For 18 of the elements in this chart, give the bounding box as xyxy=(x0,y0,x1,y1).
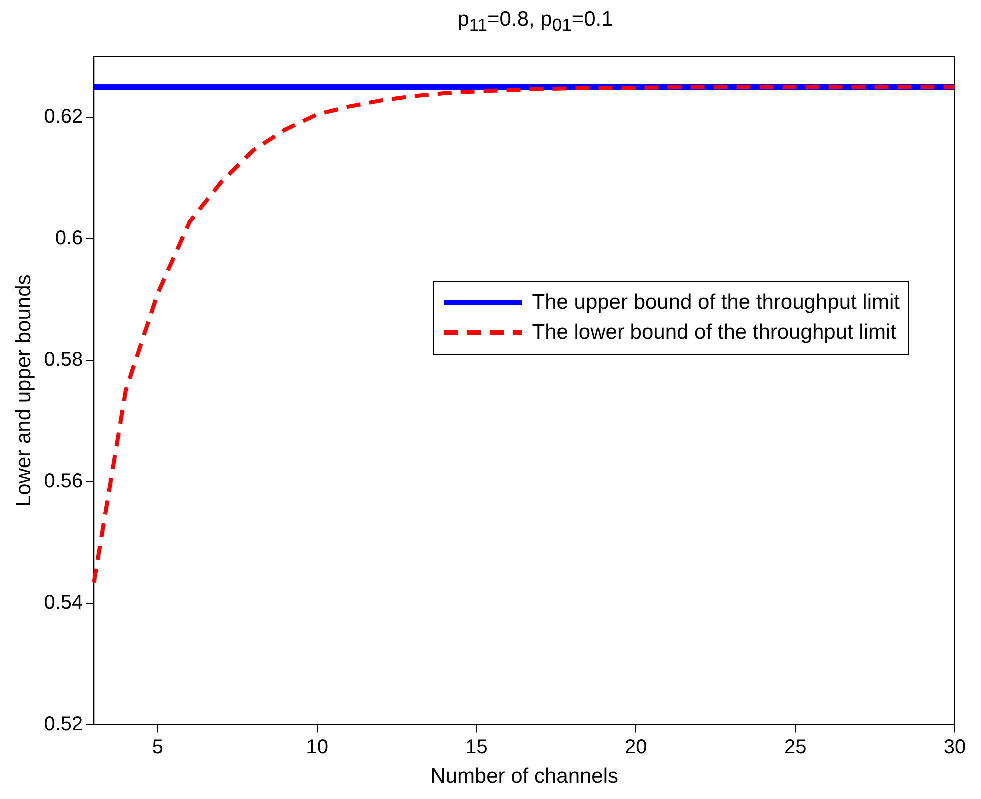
y-tick-label: 0.6 xyxy=(55,228,84,250)
x-tick-label: 25 xyxy=(784,736,807,758)
y-tick-label: 0.56 xyxy=(44,470,84,492)
x-tick-label: 15 xyxy=(466,736,488,758)
y-tick-label: 0.62 xyxy=(44,106,84,128)
y-axis-title: Lower and upper bounds xyxy=(12,274,36,508)
x-tick-label: 30 xyxy=(944,736,966,758)
line-series xyxy=(92,85,957,585)
y-tick-label: 0.54 xyxy=(44,592,84,614)
legend-label: The upper bound of the throughput limit xyxy=(532,290,900,315)
y-tick-label: 0.52 xyxy=(44,713,84,736)
y-tick-label: 0.58 xyxy=(44,349,84,372)
x-tick-label: 10 xyxy=(306,736,328,758)
chart-title: p$_{11}$=0.8, p$_{01}$=0.1 xyxy=(456,8,614,38)
legend-label: The lower bound of the throughput limit xyxy=(532,320,896,345)
x-tick-label: 5 xyxy=(152,736,164,758)
x-tick-label: 20 xyxy=(625,736,648,758)
x-axis-title: Number of channels xyxy=(430,765,619,788)
